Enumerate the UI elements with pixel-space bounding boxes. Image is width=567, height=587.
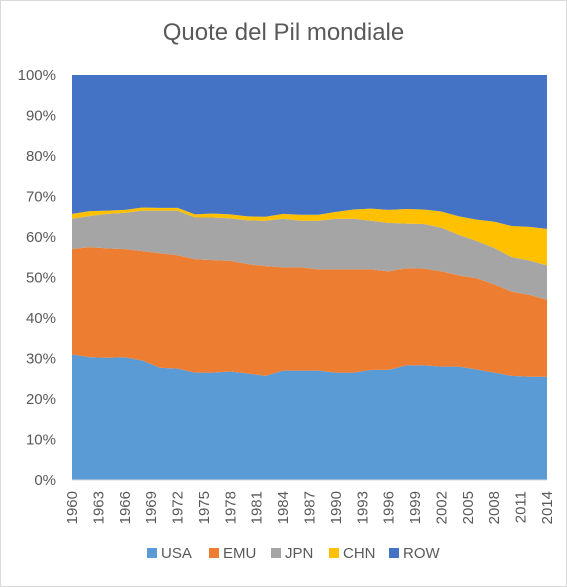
y-tick-label: 60% [26,229,56,246]
y-tick-label: 80% [26,148,56,165]
y-tick-label: 0% [34,472,56,489]
y-tick-label: 50% [26,270,56,287]
legend-swatch-row [389,548,399,558]
y-tick-label: 10% [26,432,56,449]
legend-label-emu: EMU [223,545,256,562]
x-tick-label: 1993 [354,491,371,524]
area-row [72,75,547,229]
chart-title: Quote del Pil mondiale [162,19,405,46]
x-tick-label: 1963 [90,491,107,524]
y-tick-label: 30% [26,351,56,368]
y-tick-label: 20% [26,391,56,408]
x-tick-label: 1972 [170,491,187,524]
x-tick-label: 1966 [117,491,134,524]
area-usa [72,354,547,480]
legend-swatch-chn [329,548,339,558]
x-tick-label: 2014 [539,491,556,524]
x-tick-label: 1996 [381,491,398,524]
x-tick-label: 1981 [249,491,266,524]
x-tick-label: 2002 [433,491,450,524]
y-tick-label: 100% [18,67,56,84]
legend-swatch-usa [147,548,157,558]
area-jpn [72,210,547,300]
x-tick-label: 1987 [302,491,319,524]
x-tick-label: 1990 [328,491,345,524]
area-emu [72,247,547,377]
legend-label-row: ROW [403,545,441,562]
x-tick-label: 1999 [407,491,424,524]
x-tick-label: 2011 [513,491,530,523]
x-tick-label: 1960 [64,491,81,524]
legend-label-jpn: JPN [285,545,313,562]
x-tick-label: 1978 [222,491,239,524]
x-tick-label: 2005 [460,491,477,524]
legend-swatch-emu [209,548,219,558]
x-tick-label: 1969 [143,491,160,524]
y-tick-label: 70% [26,189,56,206]
y-tick-label: 90% [26,108,56,125]
legend-swatch-jpn [271,548,281,558]
x-tick-label: 2008 [486,491,503,524]
legend-label-chn: CHN [343,545,376,562]
x-tick-label: 1975 [196,491,213,524]
legend-label-usa: USA [161,545,192,562]
y-tick-label: 40% [26,310,56,327]
area-chn [72,207,547,266]
x-tick-label: 1984 [275,491,292,524]
